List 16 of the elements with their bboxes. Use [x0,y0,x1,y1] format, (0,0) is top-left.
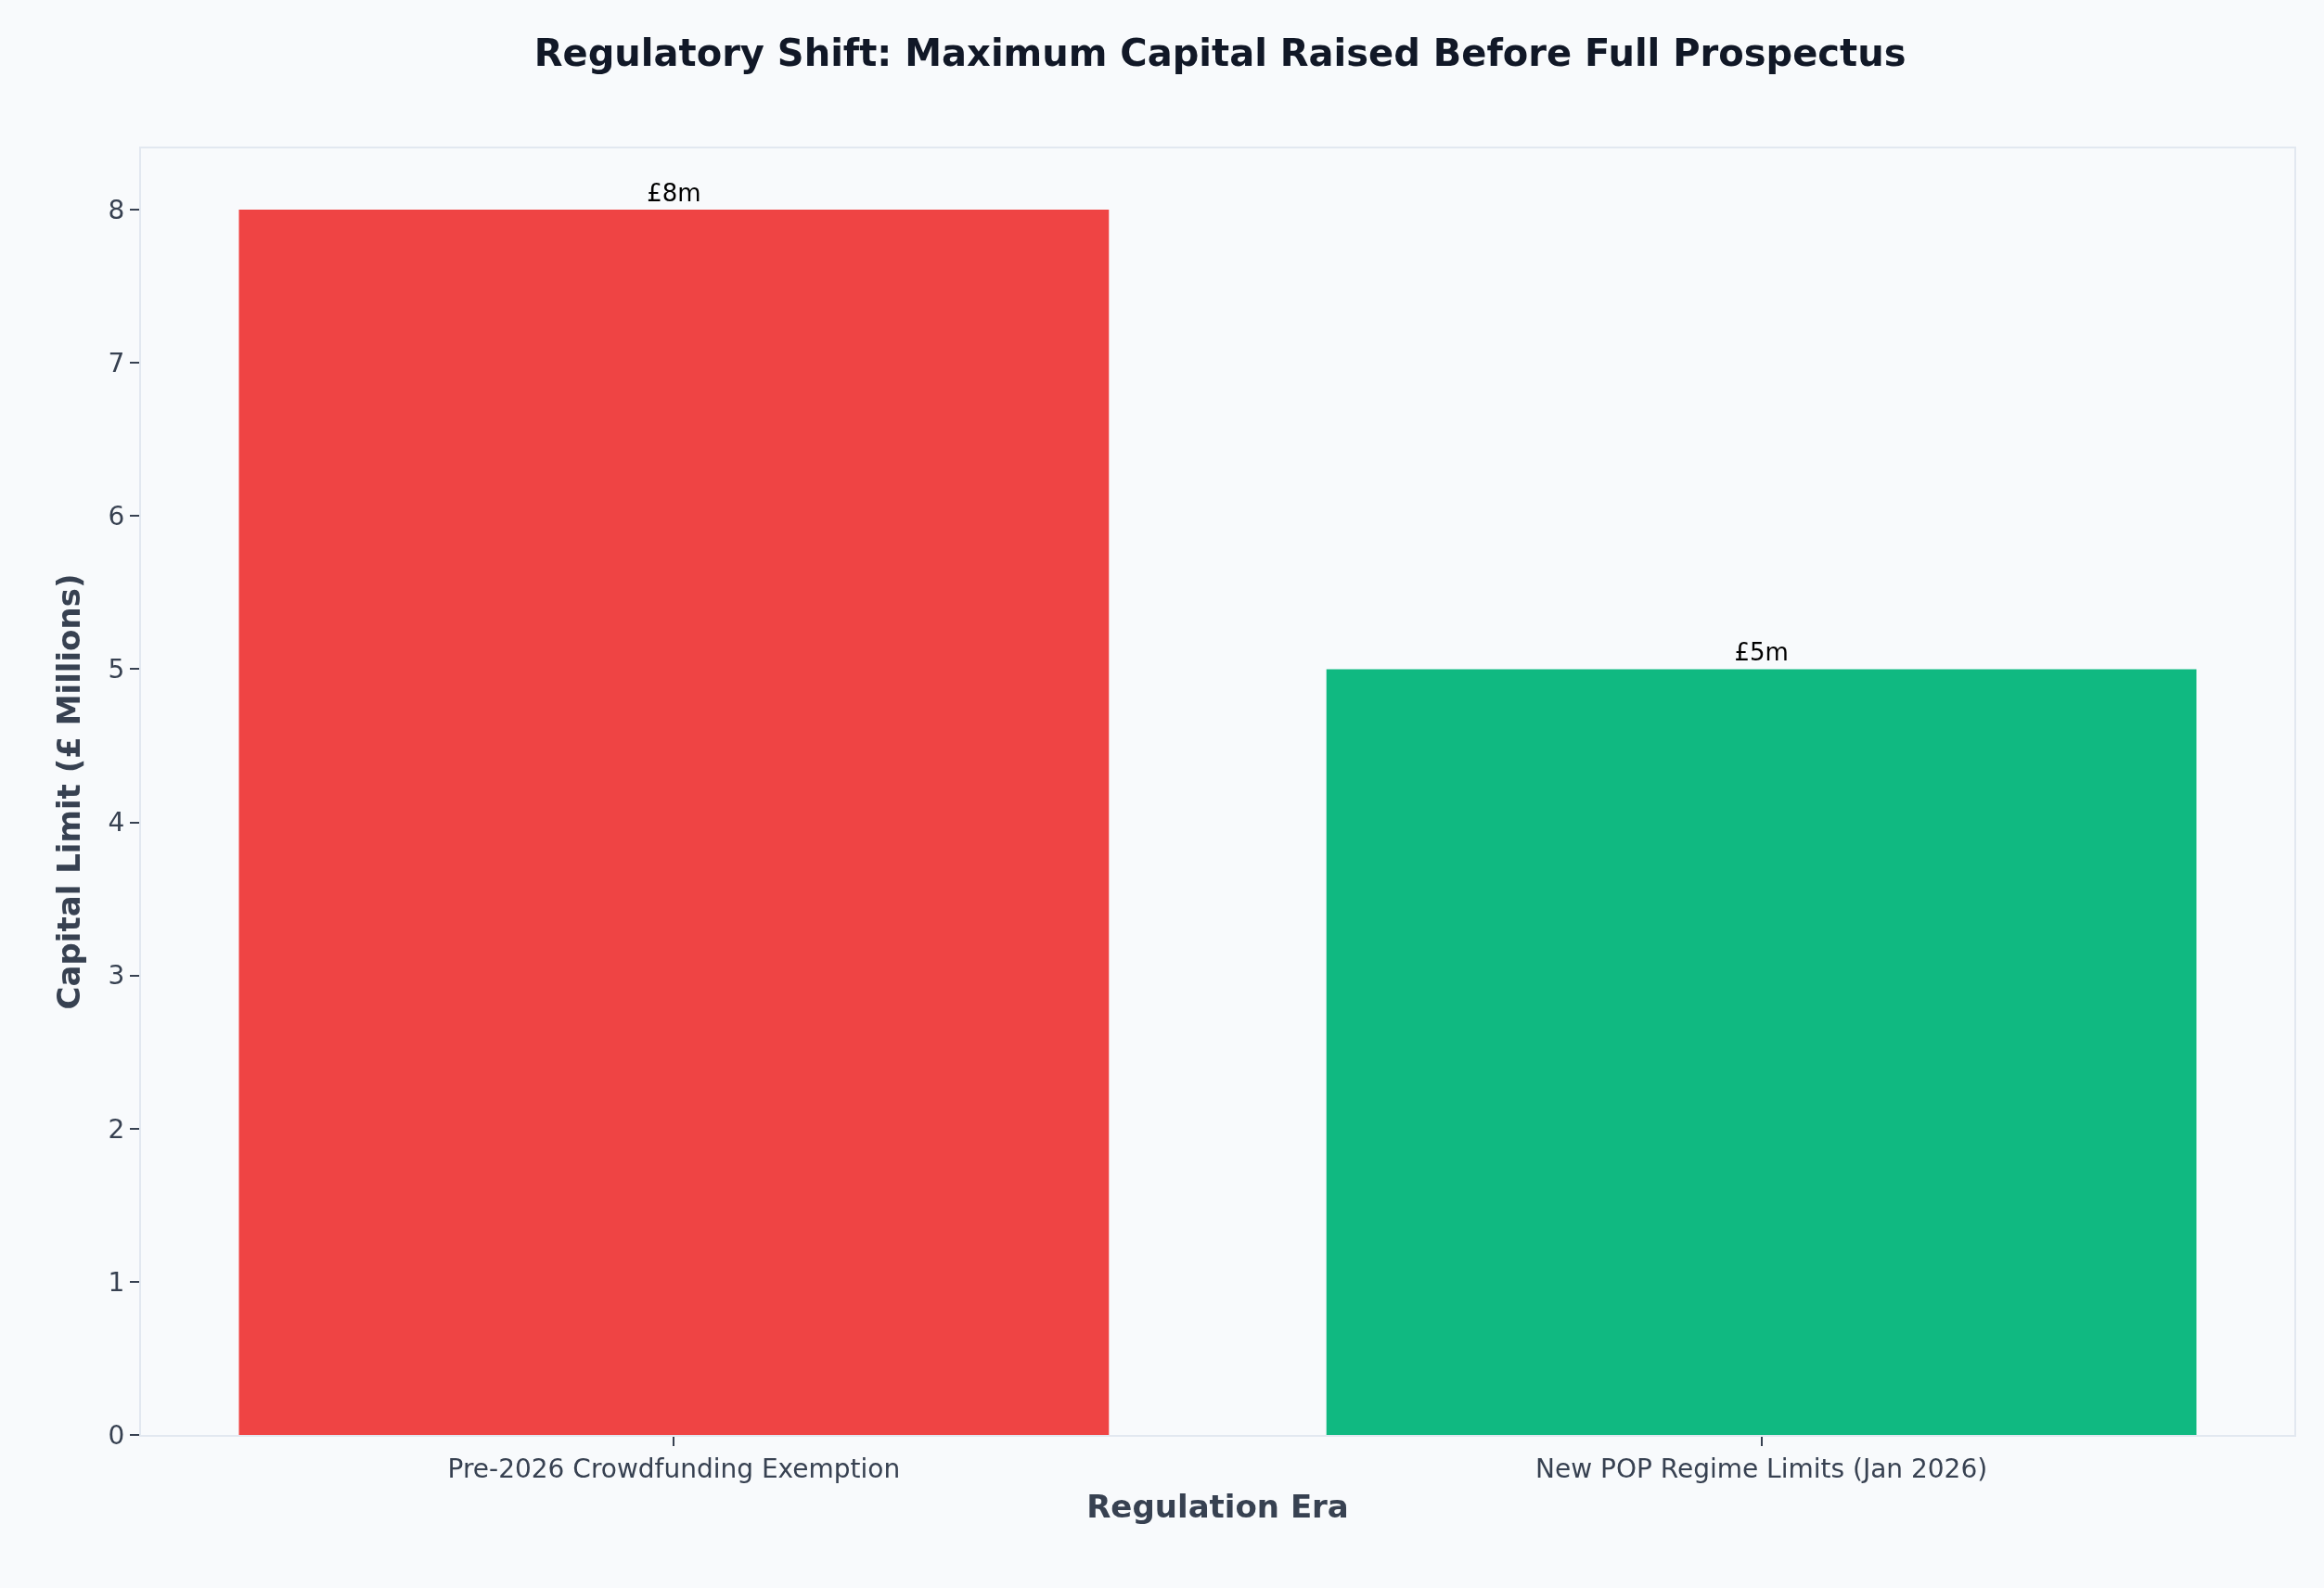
y-tick-label: 3 [108,960,125,992]
y-tick-label: 4 [108,807,125,839]
x-tick-label: Pre-2026 Crowdfunding Exemption [447,1453,901,1484]
x-tick-label: New POP Regime Limits (Jan 2026) [1535,1453,1988,1484]
y-tick-label: 7 [108,347,125,378]
y-tick-label: 5 [108,654,125,685]
chart-title: Regulatory Shift: Maximum Capital Raised Before Full Prospectus [533,31,1907,74]
y-tick-label: 1 [108,1266,125,1298]
y-tick-label: 2 [108,1113,125,1145]
y-tick-label: 6 [108,501,125,532]
x-axis-title: Regulation Era [1086,1488,1349,1526]
y-tick-label: 8 [108,194,125,225]
y-tick-label: 0 [108,1419,125,1451]
data-label: £8m [647,179,701,208]
y-axis-title: Capital Limit (£ Millions) [49,573,87,1010]
data-label: £5m [1734,638,1789,667]
